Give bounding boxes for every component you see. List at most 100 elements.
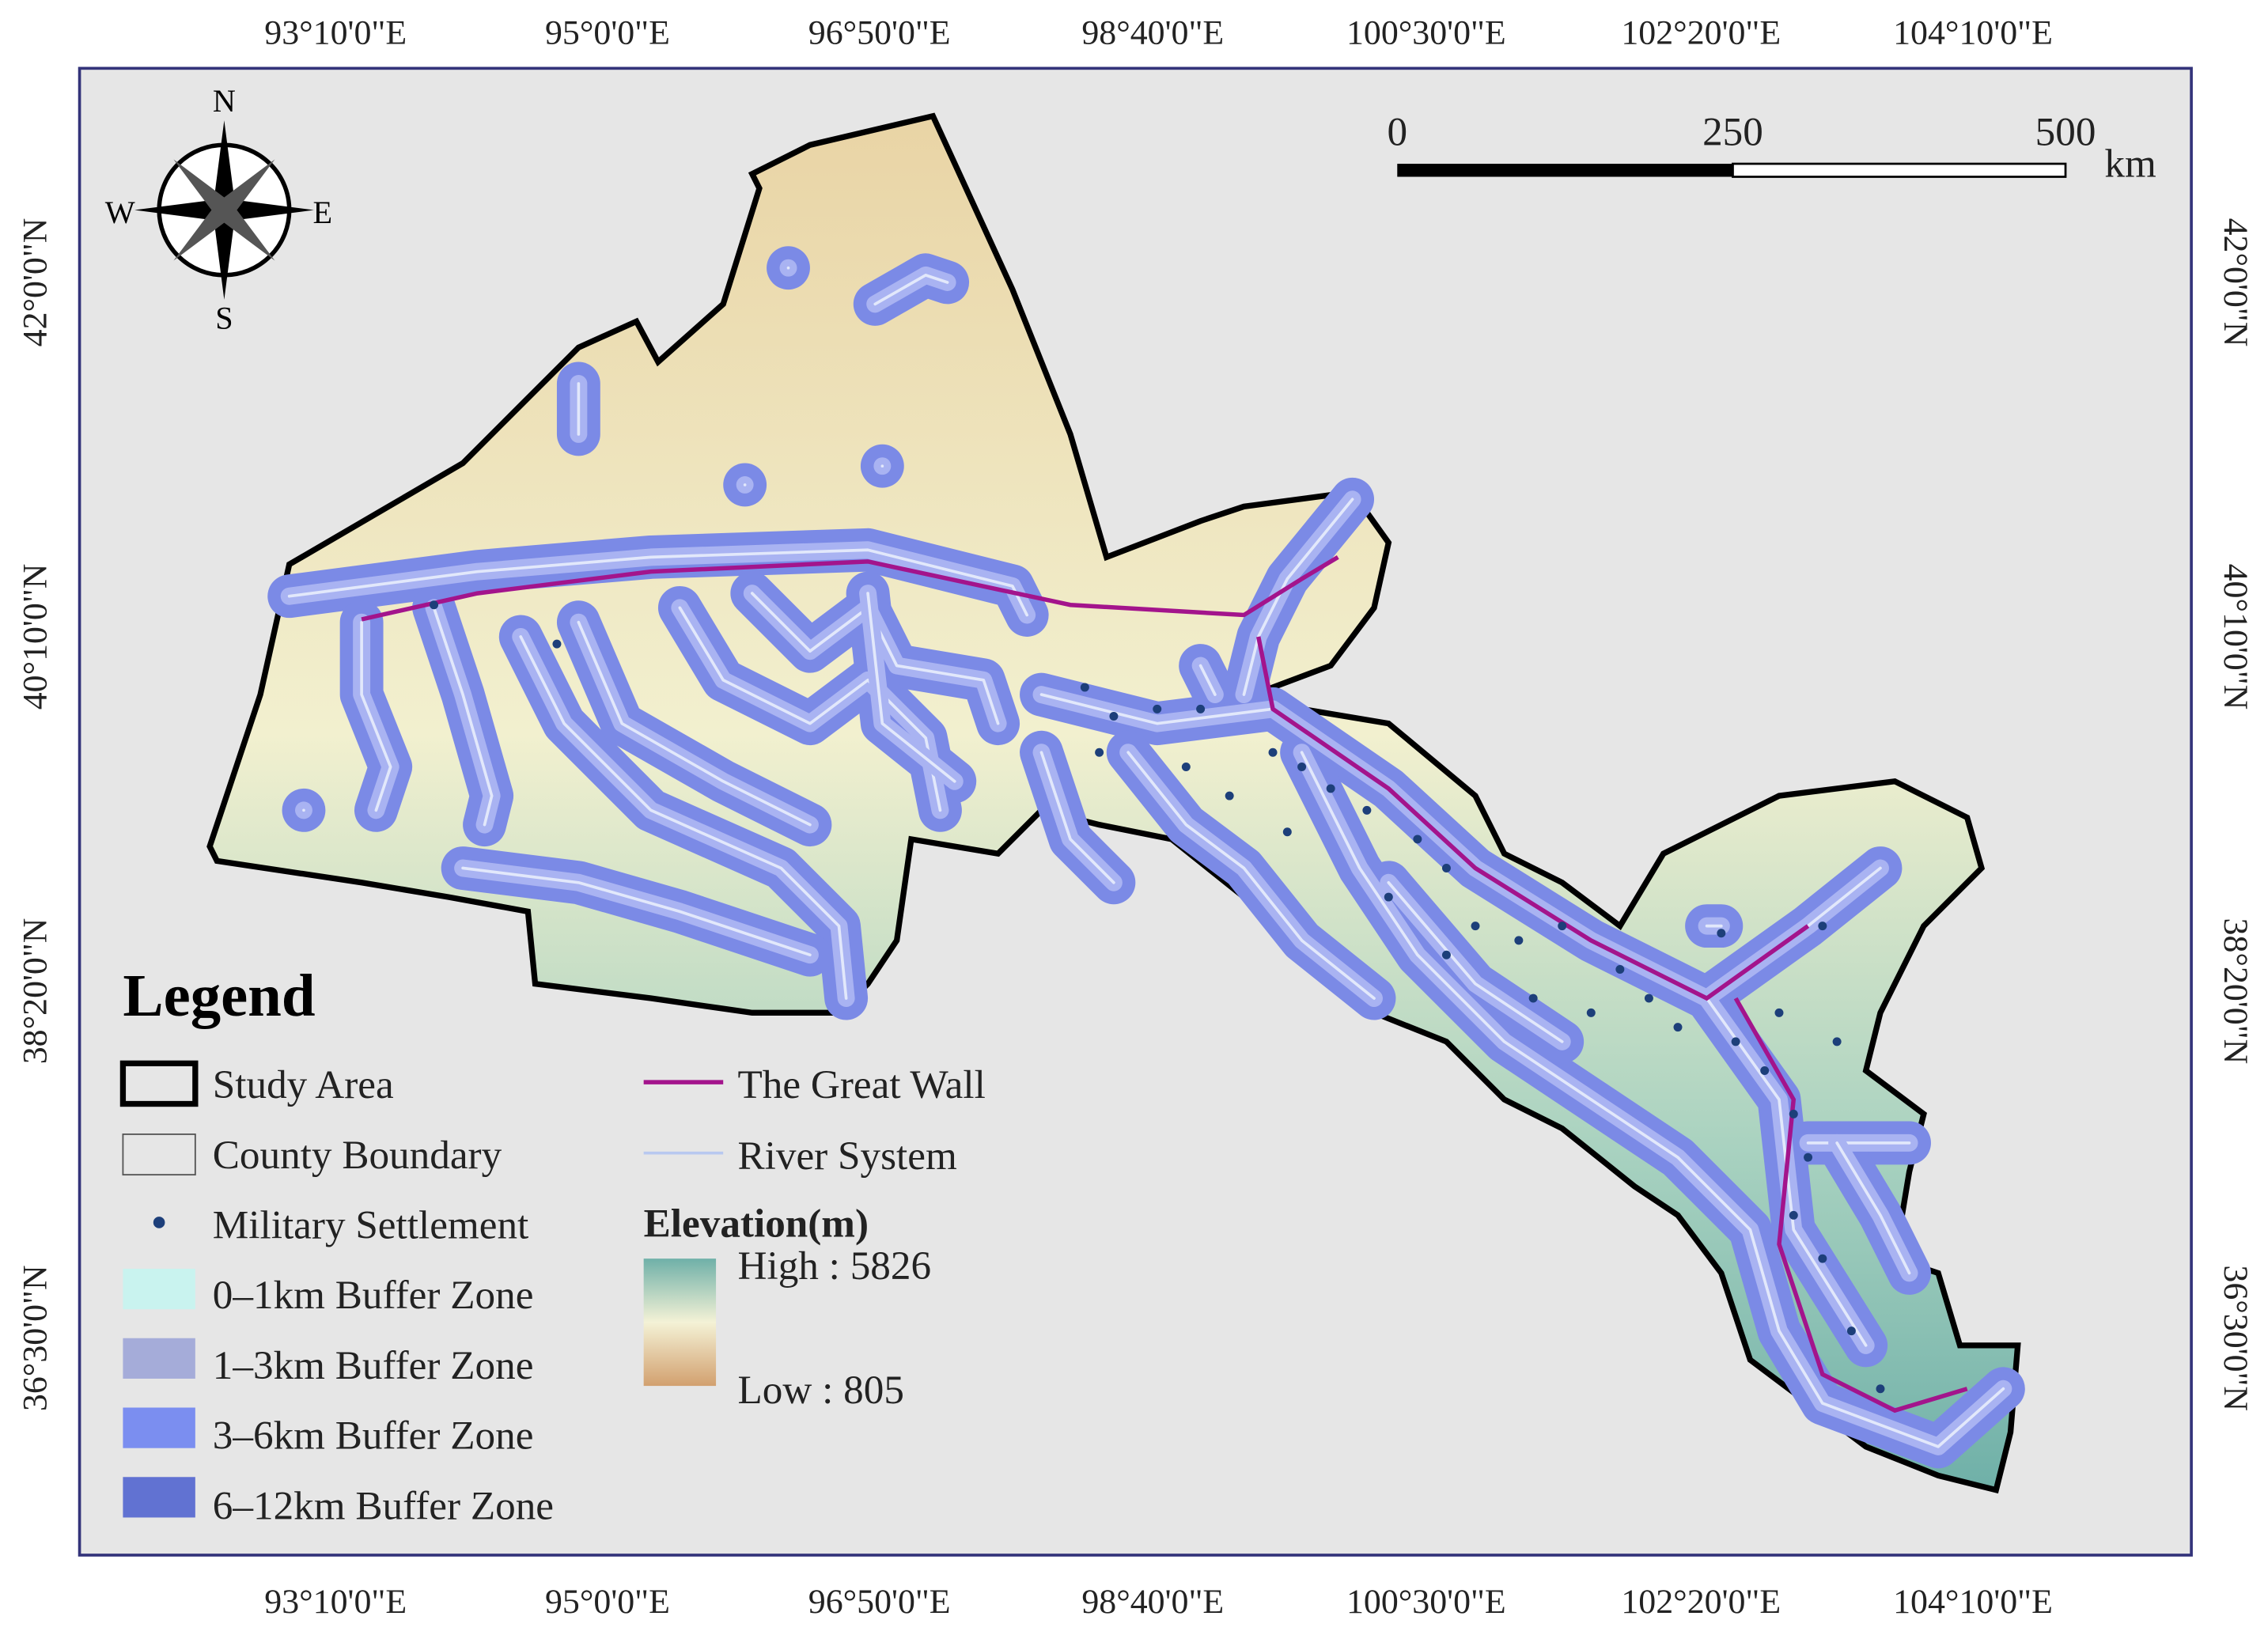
settlements <box>430 600 1885 1394</box>
compass-letter: S <box>215 300 233 335</box>
legend-label: 6–12km Buffer Zone <box>213 1483 554 1528</box>
legend-swatch <box>123 1477 195 1518</box>
settlement <box>1441 864 1451 872</box>
legend-swatch <box>153 1217 165 1228</box>
settlement <box>1384 892 1393 902</box>
settlement <box>1818 922 1827 931</box>
compass: N S E W <box>105 83 332 335</box>
latitude-label: 40°10'0"N <box>2217 564 2255 710</box>
settlement <box>1471 922 1480 931</box>
river <box>1242 498 1354 696</box>
longitude-label: 102°20'0"E <box>1621 13 1781 51</box>
settlement <box>1225 791 1234 800</box>
legend-label: 0–1km Buffer Zone <box>213 1273 534 1318</box>
river <box>1835 1141 1911 1275</box>
settlement <box>1268 747 1278 757</box>
settlement <box>1282 827 1292 837</box>
settlement <box>1731 1037 1740 1046</box>
settlement <box>1413 835 1422 844</box>
longitude-label: 104°10'0"E <box>1893 1583 2053 1621</box>
longitude-label: 102°20'0"E <box>1621 1583 1781 1621</box>
scale-segment <box>1397 164 1733 177</box>
elevation-low: Low : 805 <box>738 1368 904 1413</box>
longitude-label: 93°10'0"E <box>264 1583 407 1621</box>
river <box>519 635 848 1000</box>
settlement <box>1326 784 1335 793</box>
latitude-label: 36°30'0"N <box>17 1265 55 1411</box>
compass-star-minor <box>173 159 275 261</box>
river <box>1126 751 1376 1000</box>
legend: Legend Study Area County Boundary Military … <box>119 962 986 1528</box>
latitude-label: 38°20'0"N <box>17 918 55 1065</box>
settlement <box>1717 929 1726 938</box>
longitude-label: 98°40'0"E <box>1081 13 1224 51</box>
settlement <box>1876 1384 1885 1394</box>
longitude-label: 95°0'0"E <box>545 1583 670 1621</box>
settlement <box>1181 763 1191 771</box>
scale-segment <box>1732 162 2067 178</box>
settlement <box>1514 936 1524 945</box>
settlement <box>1080 683 1089 692</box>
latitude-label: 36°30'0"N <box>2217 1265 2255 1411</box>
settlement <box>1832 1037 1842 1046</box>
legend-label: 1–3km Buffer Zone <box>213 1343 534 1388</box>
river <box>1198 664 1217 696</box>
river <box>750 592 1000 725</box>
study-area-outline <box>206 112 2021 1494</box>
elevation-title: Elevation(m) <box>644 1202 869 1247</box>
buffer-zones <box>267 246 2025 1469</box>
legend-label: The Great Wall <box>738 1062 986 1107</box>
legend-swatch <box>123 1338 195 1379</box>
settlement <box>1362 805 1372 815</box>
settlement <box>1615 965 1625 974</box>
settlement <box>1441 950 1451 959</box>
legend-label: County Boundary <box>213 1133 502 1178</box>
scale-label: 0 <box>1387 109 1407 154</box>
longitude-label: 96°50'0"E <box>808 1583 951 1621</box>
latitude-label: 40°10'0"N <box>17 564 55 710</box>
settlement <box>1774 1008 1784 1017</box>
settlement <box>1558 922 1567 931</box>
longitude-label: 100°30'0"E <box>1346 13 1506 51</box>
compass-letter: W <box>105 195 135 230</box>
latitude-label: 42°0'0"N <box>17 218 55 347</box>
river <box>1039 751 1115 884</box>
longitude-label: 100°30'0"E <box>1346 1583 1506 1621</box>
latitude-label: 42°0'0"N <box>2217 218 2255 347</box>
river <box>873 274 949 306</box>
settlement <box>1818 1254 1827 1263</box>
settlement <box>1789 1109 1798 1118</box>
settlement <box>552 639 562 649</box>
river <box>866 592 956 783</box>
elevation-ramp <box>643 1258 717 1387</box>
settlement <box>1196 704 1206 713</box>
scale-label: 250 <box>1702 109 1763 154</box>
latitude-label: 38°20'0"N <box>2217 918 2255 1065</box>
legend-swatch <box>119 1060 199 1107</box>
river <box>577 620 812 827</box>
legend-label: 3–6km Buffer Zone <box>213 1414 534 1459</box>
settlement <box>1760 1065 1770 1075</box>
settlement <box>1095 747 1104 757</box>
settlement <box>1804 1152 1813 1162</box>
settlement <box>1846 1327 1856 1336</box>
legend-label: River System <box>738 1134 957 1179</box>
settlement <box>1789 1210 1798 1220</box>
longitude-label: 95°0'0"E <box>545 13 670 51</box>
longitude-label: 98°40'0"E <box>1081 1583 1224 1621</box>
river <box>461 866 812 957</box>
longitude-label: 93°10'0"E <box>264 13 407 51</box>
settlement <box>430 600 439 610</box>
settlement <box>1586 1008 1596 1017</box>
settlement <box>1644 993 1653 1003</box>
settlement <box>1673 1023 1683 1032</box>
compass-letter: N <box>213 83 236 119</box>
compass-star <box>134 120 314 300</box>
legend-label: Military Settlement <box>213 1203 528 1248</box>
river <box>1387 880 1564 1043</box>
legend-swatch <box>123 1268 195 1310</box>
study-area <box>206 112 2021 1494</box>
river <box>360 620 392 812</box>
settlement <box>1528 993 1538 1003</box>
